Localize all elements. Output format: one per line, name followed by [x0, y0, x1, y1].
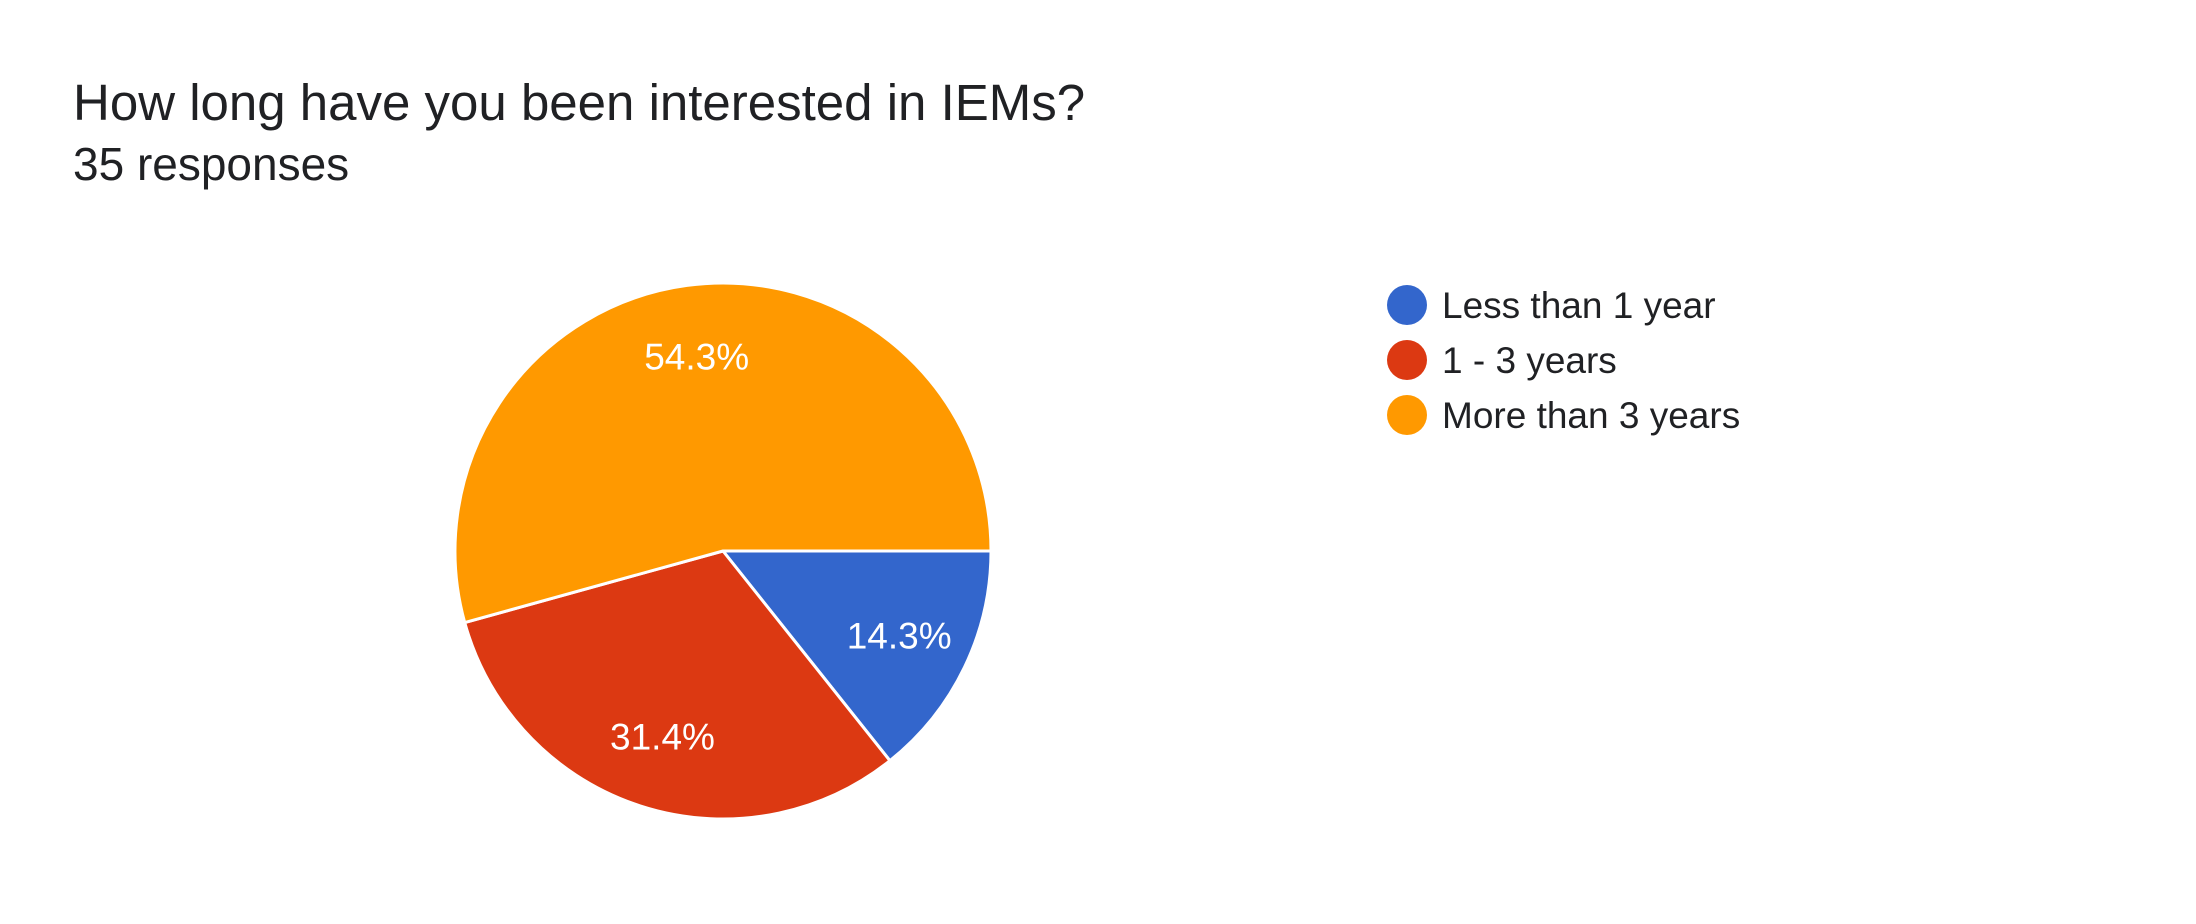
- legend-label: Less than 1 year: [1442, 284, 1716, 326]
- pie-slice-percent-less-than-1-year: 14.3%: [847, 616, 952, 657]
- legend-swatch-icon: [1387, 340, 1427, 380]
- legend-item-more-than-3-years: More than 3 years: [1387, 395, 1740, 435]
- legend-item-less-than-1-year: Less than 1 year: [1387, 285, 1740, 325]
- pie-slice-more-than-3-years[interactable]: [453, 281, 993, 625]
- responses-count: 35 responses: [73, 138, 350, 190]
- pie-slice-1-3-years[interactable]: [463, 549, 892, 821]
- pie-chart: 14.3% 31.4% 54.3%: [453, 281, 993, 821]
- legend-swatch-icon: [1387, 395, 1427, 435]
- pie-slice-percent-1-3-years: 31.4%: [610, 717, 715, 758]
- pie-slice-less-than-1-year[interactable]: [721, 549, 993, 763]
- legend: Less than 1 year 1 - 3 years More than 3 y…: [1387, 285, 1740, 435]
- legend-label: 1 - 3 years: [1442, 339, 1617, 381]
- legend-label: More than 3 years: [1442, 394, 1741, 436]
- question-title: How long have you been interested in IEM…: [73, 74, 1086, 131]
- pie-slice-percent-more-than-3-years: 54.3%: [644, 337, 749, 378]
- legend-item-1-3-years: 1 - 3 years: [1387, 340, 1740, 380]
- legend-swatch-icon: [1387, 285, 1427, 325]
